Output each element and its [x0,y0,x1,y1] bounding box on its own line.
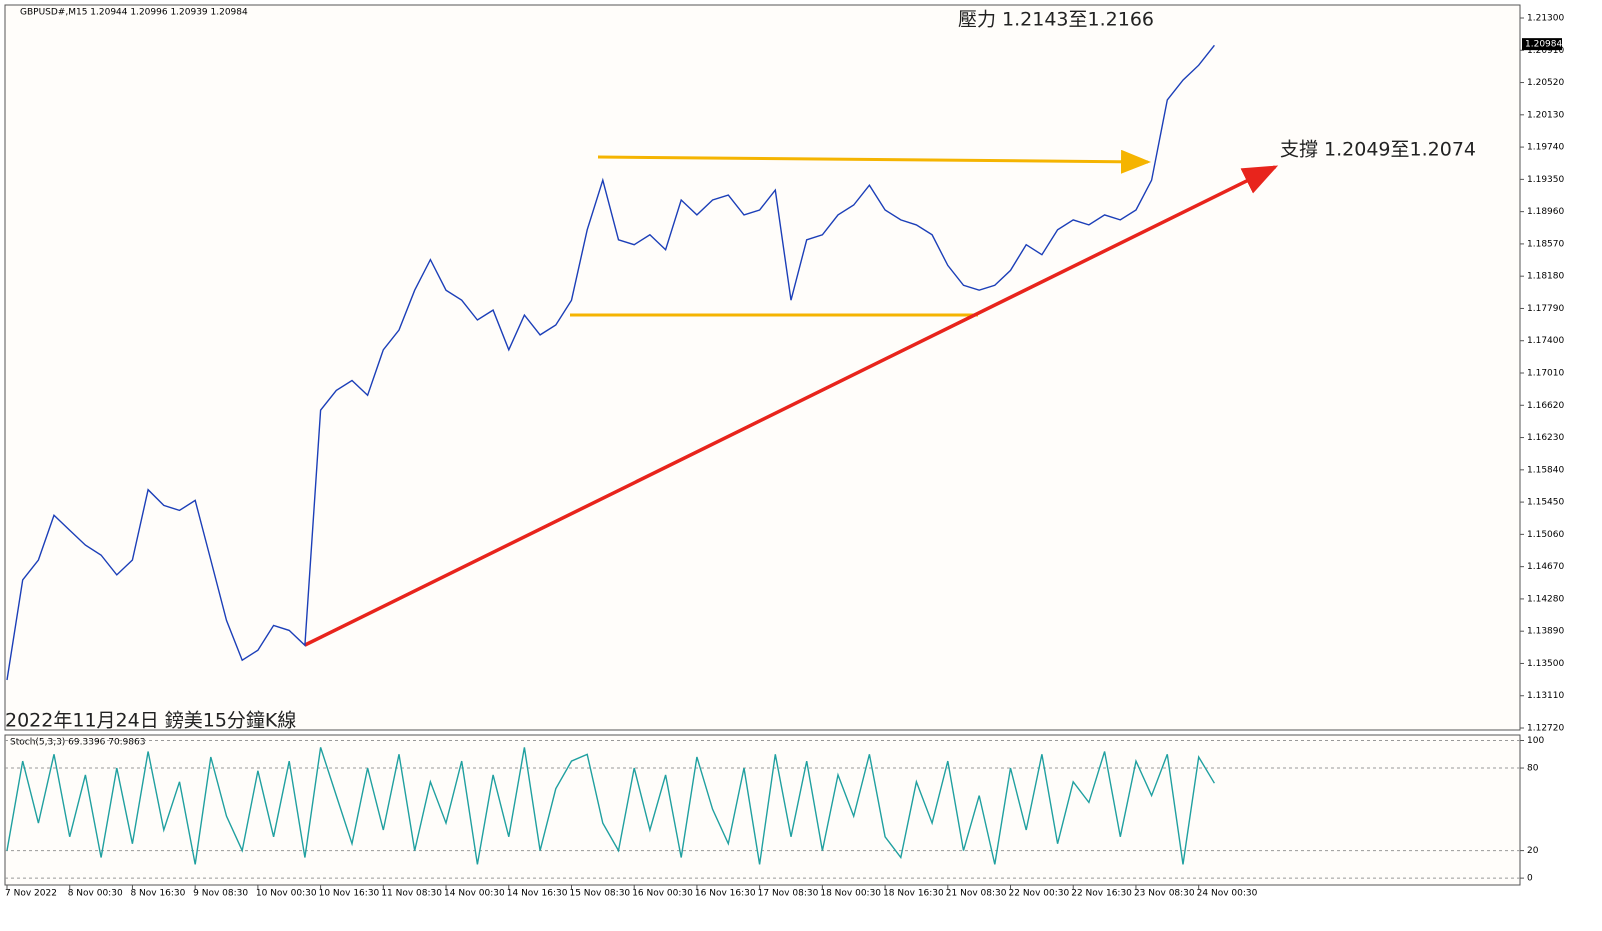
x-tick-label: 16 Nov 00:30 [632,889,693,899]
x-tick-label: 10 Nov 16:30 [319,889,380,899]
y-tick-label: 1.14280 [1527,594,1564,604]
x-tick-label: 14 Nov 00:30 [444,889,505,899]
x-tick-label: 10 Nov 00:30 [256,889,317,899]
trend-line [304,165,1279,647]
y-tick-label: 1.20520 [1527,78,1564,88]
x-tick-label: 22 Nov 00:30 [1009,889,1070,899]
x-tick-label: 21 Nov 08:30 [946,889,1007,899]
y-tick-label: 1.19740 [1527,143,1564,153]
x-tick-label: 8 Nov 00:30 [68,889,123,899]
y-tick-label: 1.20130 [1527,110,1564,120]
y-tick-label: 1.15450 [1527,498,1564,508]
y-tick-label: 1.19350 [1527,175,1564,185]
current-price-box [1522,38,1562,51]
x-tick-label: 18 Nov 00:30 [820,889,881,899]
y-tick-label: 1.16620 [1527,401,1564,411]
y-tick-label: 0 [1527,874,1533,884]
series-line [6,44,1215,681]
price-panel [4,4,1521,731]
resistance-line [597,149,1151,174]
x-tick-label: 18 Nov 16:30 [883,889,944,899]
y-tick-label: 1.20910 [1527,46,1564,56]
x-tick-label: 16 Nov 16:30 [695,889,756,899]
y-tick-label: 80 [1527,764,1539,774]
y-tick-label: 1.13890 [1527,627,1564,637]
x-tick-label: 7 Nov 2022 [5,889,57,899]
support-label: 支撐 1.2049至1.2074 [1280,139,1476,161]
y-tick-label: 1.18960 [1527,207,1564,217]
x-tick-label: 17 Nov 08:30 [758,889,819,899]
y-tick-label: 20 [1527,846,1539,856]
y-tick-label: 1.17010 [1527,369,1564,379]
y-tick-label: 1.13500 [1527,659,1564,669]
x-tick-label: 24 Nov 00:30 [1197,889,1258,899]
current-price-label: 1.20984 [1525,40,1562,50]
x-tick-label: 8 Nov 16:30 [130,889,185,899]
x-tick-label: 23 Nov 08:30 [1134,889,1195,899]
x-tick-label: 9 Nov 08:30 [193,889,248,899]
y-tick-label: 1.21300 [1527,13,1564,23]
stoch-panel [4,734,1521,886]
y-tick-label: 1.12720 [1527,724,1564,734]
y-tick-label: 1.17400 [1527,336,1564,346]
symbol-header: GBPUSD#,M15 1.20944 1.20996 1.20939 1.20… [20,8,248,18]
y-tick-label: 1.13110 [1527,691,1564,701]
x-tick-label: 15 Nov 08:30 [569,889,630,899]
x-tick-label: 22 Nov 16:30 [1071,889,1132,899]
stoch-header: Stoch(5,3,3) 69.3396 70.9863 [10,738,145,748]
y-tick-label: 1.17790 [1527,304,1564,314]
y-tick-label: 1.18570 [1527,239,1564,249]
y-tick-label: 100 [1527,736,1544,746]
y-tick-label: 1.18180 [1527,272,1564,282]
y-tick-label: 1.15060 [1527,530,1564,540]
y-tick-label: 1.15840 [1527,465,1564,475]
y-tick-label: 1.16230 [1527,433,1564,443]
resistance-label: 壓力 1.2143至1.2166 [958,9,1154,31]
x-tick-label: 11 Nov 08:30 [381,889,442,899]
series-line [6,747,1216,865]
y-tick-label: 1.14670 [1527,562,1564,572]
chart-caption: 2022年11月24日 鎊美15分鐘K線 [5,710,296,732]
x-tick-label: 14 Nov 16:30 [507,889,568,899]
